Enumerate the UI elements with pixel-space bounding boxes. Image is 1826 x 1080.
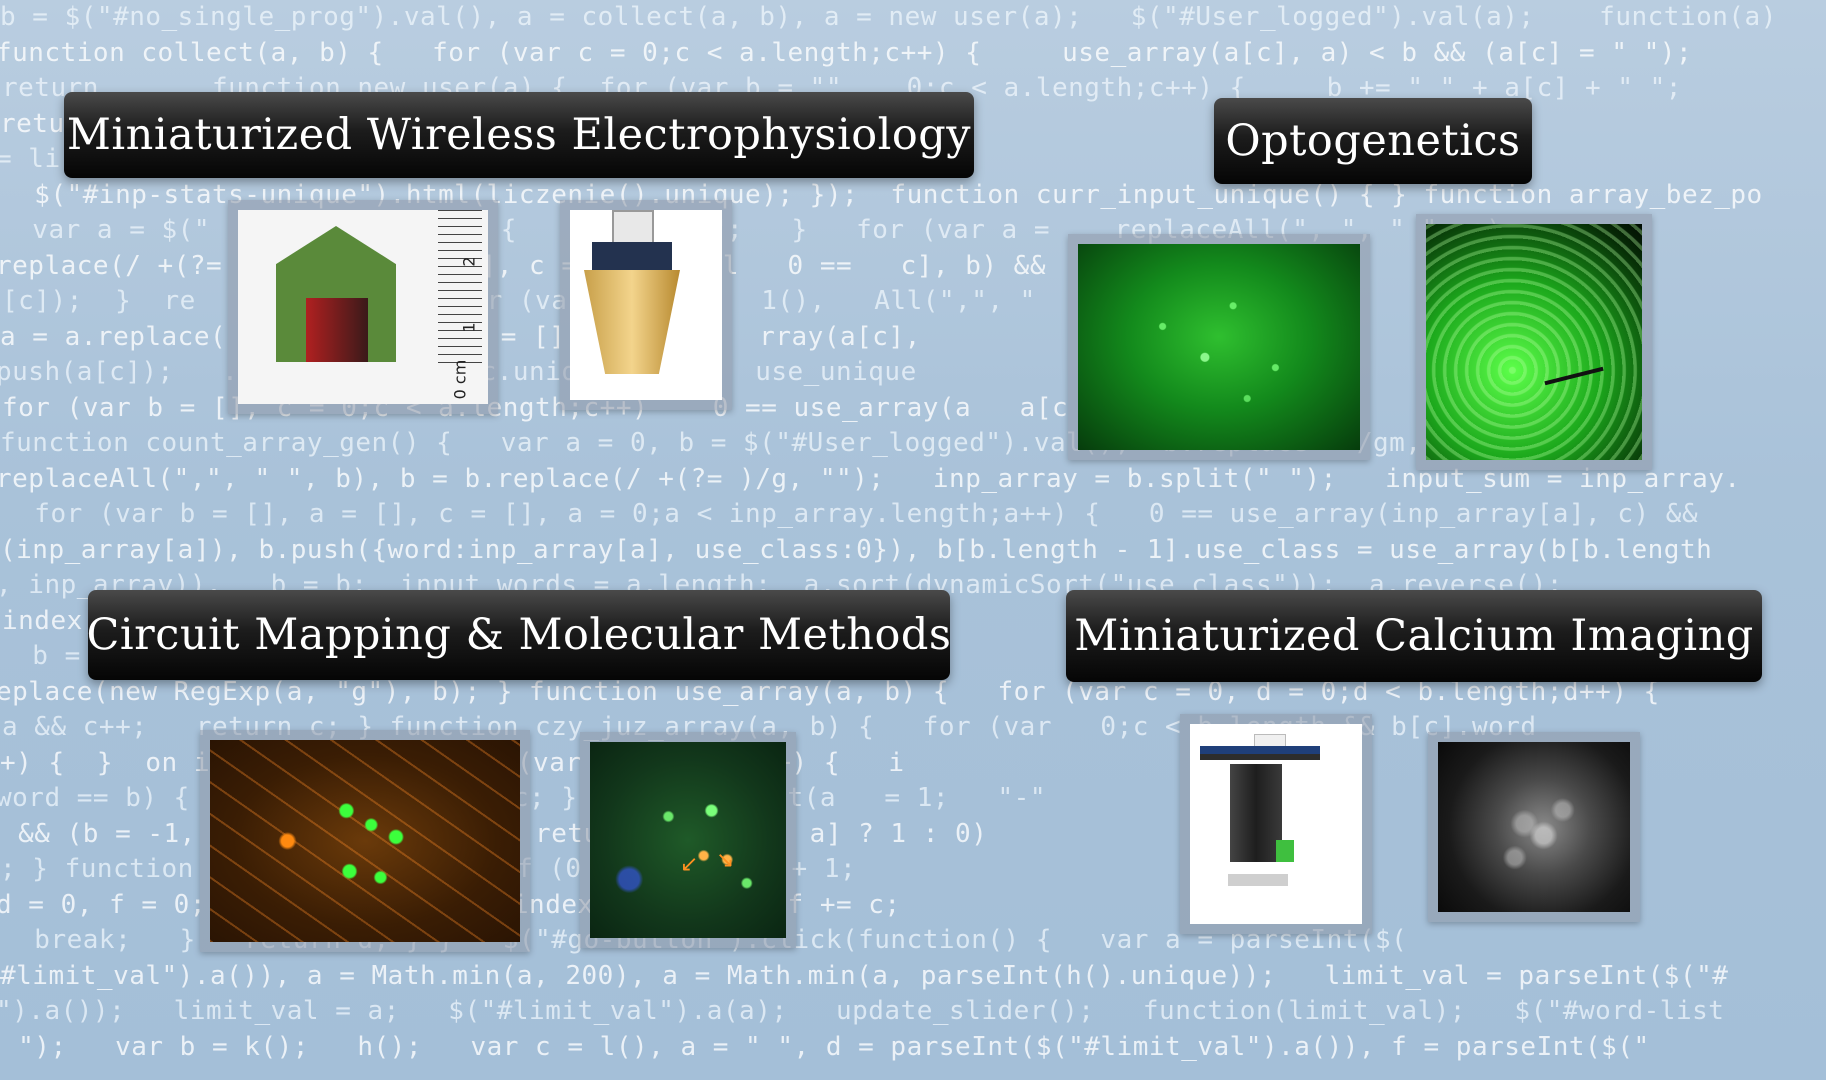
wireless-recorder-image: 2 1 0 cm bbox=[228, 200, 498, 414]
green-neurons-image bbox=[1068, 234, 1370, 460]
drive-cone-icon bbox=[584, 270, 680, 374]
labeled-cells-fill bbox=[590, 742, 786, 938]
code-line: function collect(a, b) { for (var c = 0;… bbox=[0, 37, 1693, 68]
code-line: (inp_array[a]), b.push({word:inp_array[a… bbox=[0, 534, 1713, 565]
ruler-mark-1: 1 bbox=[459, 322, 479, 333]
circuit-mapping-banner: Circuit Mapping & Molecular Methods bbox=[86, 590, 952, 680]
led-icon bbox=[1276, 840, 1294, 862]
fiber-illumination-image bbox=[1416, 214, 1652, 470]
ruler-icon bbox=[438, 210, 482, 370]
electrophysiology-title: Miniaturized Wireless Electrophysiology bbox=[66, 110, 972, 160]
ruler-mark-2: 2 bbox=[459, 256, 479, 267]
calcium-imaging-banner: Miniaturized Calcium Imaging bbox=[1066, 590, 1762, 682]
code-line: replace(/ +(?= a.spl b = [], c = 0;c < a… bbox=[0, 250, 1046, 281]
green-neurons-fill bbox=[1078, 244, 1360, 450]
calcium-fov-image bbox=[1428, 732, 1640, 922]
scope-body-icon bbox=[1230, 764, 1282, 862]
code-line: $("#inp-stats-unique").html(liczenie().u… bbox=[2, 179, 1763, 210]
optogenetics-banner: Optogenetics bbox=[1214, 98, 1532, 184]
drive-board-icon bbox=[592, 242, 672, 272]
code-line: b = $("#no_single_prog").val(), a = coll… bbox=[0, 2, 1777, 32]
miniscope-image bbox=[1180, 714, 1372, 934]
code-line: ").a()); limit_val = a; $("#limit_val").… bbox=[0, 996, 1725, 1026]
orange-tissue-image bbox=[200, 730, 530, 952]
illumination-fill bbox=[1426, 224, 1642, 460]
code-line: [c]); } re ion ) { for (var a = $(" 1(),… bbox=[2, 286, 1036, 316]
labeled-cells-image: ↙ ↘ bbox=[580, 732, 796, 948]
code-line: #limit_val").a()), a = Math.min(a, 200),… bbox=[0, 960, 1729, 991]
code-line: "); var b = k(); h(); var c = l(), a = "… bbox=[2, 1031, 1650, 1062]
circuit-mapping-title: Circuit Mapping & Molecular Methods bbox=[86, 610, 952, 660]
orange-tissue-fill bbox=[210, 740, 520, 942]
optogenetics-title: Optogenetics bbox=[1225, 116, 1521, 166]
microdrive-image bbox=[560, 200, 732, 410]
scope-board-icon bbox=[1200, 746, 1320, 760]
baseplate-icon bbox=[1228, 874, 1288, 886]
arrow-icon: ↙ bbox=[680, 852, 699, 877]
code-line: for (var b = [], a = [], c = [], a = 0;a… bbox=[2, 499, 1699, 529]
sd-card-icon bbox=[306, 298, 368, 362]
calcium-fov-fill bbox=[1438, 742, 1630, 912]
ruler-mark-0: 0 cm bbox=[450, 359, 470, 400]
electrophysiology-banner: Miniaturized Wireless Electrophysiology bbox=[64, 92, 974, 178]
arrow-icon: ↘ bbox=[716, 848, 735, 873]
calcium-imaging-title: Miniaturized Calcium Imaging bbox=[1074, 611, 1754, 661]
connector-icon bbox=[612, 210, 654, 248]
